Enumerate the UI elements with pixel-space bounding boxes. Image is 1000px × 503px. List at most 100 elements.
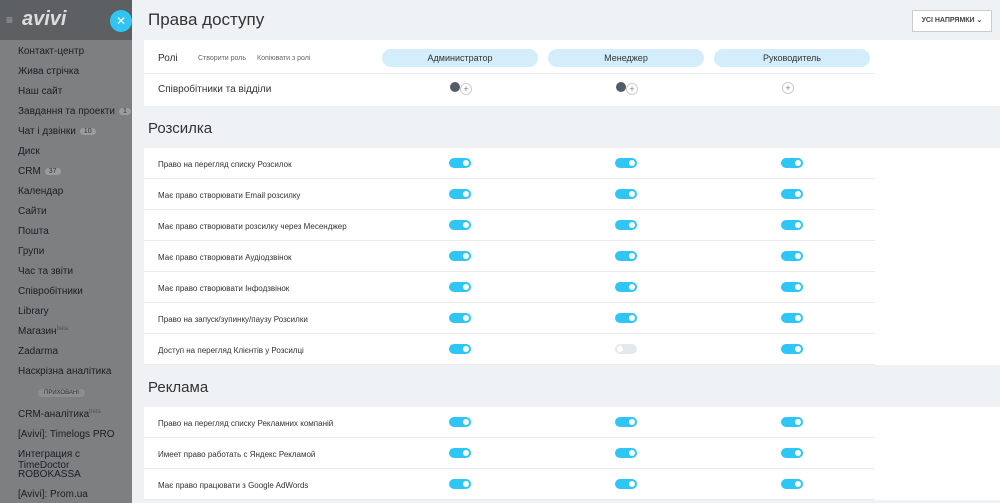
nav-item[interactable]: Zadarma (18, 346, 58, 357)
nav-item[interactable]: Наш сайт (18, 86, 62, 97)
nav-badge: 10 (79, 127, 96, 135)
permission-label: Має право створювати Аудіодзвінок (158, 253, 292, 262)
nav-label: Жива стрічка (18, 66, 80, 77)
add-employee[interactable]: + (616, 82, 638, 95)
divider (144, 73, 875, 74)
nav-item[interactable]: Жива стрічка (18, 66, 79, 77)
nav-item[interactable]: Интеграция с TimeDoctor (18, 449, 132, 471)
filter-label: УСІ НАПРЯМКИ (921, 17, 975, 24)
nav-item[interactable]: [Avivi]: Timelogs PRO (18, 429, 115, 440)
toggle[interactable] (781, 479, 803, 489)
add-employee[interactable]: + (782, 82, 794, 94)
add-employee[interactable]: + (450, 82, 472, 95)
nav-badge: 37 (44, 167, 61, 175)
toggle[interactable] (781, 251, 803, 261)
toggle[interactable] (615, 448, 637, 458)
copy-role[interactable]: Копіювати з ролі (257, 55, 311, 62)
employees-label: Співробітники та відділи (158, 84, 272, 95)
close-button[interactable]: ✕ (110, 10, 132, 32)
toggle[interactable] (449, 282, 471, 292)
nav-sup: beta (56, 326, 69, 332)
toggle[interactable] (449, 158, 471, 168)
nav-label: Календар (18, 186, 64, 197)
permission-row: Має право створювати розсилку через Месе… (144, 210, 875, 241)
toggle[interactable] (615, 282, 637, 292)
permission-label: Має право створювати Email розсилку (158, 191, 301, 200)
toggle[interactable] (781, 344, 803, 354)
permission-row: Має право створювати Email розсилку (144, 179, 875, 210)
toggle[interactable] (449, 417, 471, 427)
roles-label: Ролі (158, 53, 178, 64)
role-pill[interactable]: Руководитель (714, 49, 870, 67)
nav-item[interactable]: Чат і дзвінки 10 (18, 126, 96, 137)
logo: avivi (22, 8, 67, 30)
filter-button[interactable]: УСІ НАПРЯМКИ ⌄ (912, 10, 992, 32)
toggle[interactable] (615, 313, 637, 323)
nav-item[interactable]: Завдання та проекти 1 (18, 106, 131, 117)
nav-label: Чат і дзвінки (18, 126, 76, 137)
toggle[interactable] (781, 189, 803, 199)
nav-item[interactable]: Library (18, 306, 49, 317)
nav-label: Співробітники (18, 286, 83, 297)
nav-item[interactable]: Час та звіти (18, 266, 73, 277)
toggle[interactable] (615, 344, 637, 354)
nav-item[interactable]: Пошта (18, 226, 49, 237)
toggle[interactable] (615, 251, 637, 261)
toggle[interactable] (781, 282, 803, 292)
toggle[interactable] (781, 158, 803, 168)
nav-item[interactable]: CRM 37 (18, 166, 61, 177)
nav-label: Завдання та проекти (18, 106, 115, 117)
nav-label: Library (18, 306, 49, 317)
nav-label: [Avivi]: Timelogs PRO (18, 429, 115, 440)
permission-label: Право на перегляд списку Рекламних компа… (158, 419, 334, 428)
nav-item[interactable]: Магазинbeta (18, 326, 68, 337)
role-pill[interactable]: Администратор (382, 49, 538, 67)
nav-label: Zadarma (18, 346, 59, 357)
toggle[interactable] (449, 189, 471, 199)
toggle[interactable] (449, 251, 471, 261)
toggle[interactable] (781, 220, 803, 230)
nav-label: Диск (18, 146, 40, 157)
create-role[interactable]: Створити роль (198, 55, 247, 62)
nav-item[interactable]: Календар (18, 186, 63, 197)
toggle[interactable] (449, 313, 471, 323)
toggle[interactable] (615, 158, 637, 168)
nav-label: Магазин (18, 326, 57, 337)
permission-row: Право на запуск/зупинку/паузу Розсилки (144, 303, 875, 334)
toggle[interactable] (615, 479, 637, 489)
toggle[interactable] (615, 417, 637, 427)
permission-label: Право на запуск/зупинку/паузу Розсилки (158, 315, 308, 324)
permission-label: Має право створювати Інфодзвінок (158, 284, 290, 293)
permission-row: Право на перегляд списку Розсилок (144, 148, 875, 179)
nav-label: CRM-аналітика (18, 409, 90, 420)
menu-icon[interactable]: ≡ (6, 13, 14, 27)
section-title: Реклама (148, 379, 209, 396)
nav-item[interactable]: Наскрізна аналітика (18, 366, 111, 377)
section-title: Розсилка (148, 120, 213, 137)
nav-item[interactable]: ROBOKASSA (18, 469, 81, 480)
nav-item[interactable]: [Avivi]: Prom.ua (18, 489, 88, 500)
toggle[interactable] (781, 313, 803, 323)
nav-item[interactable]: Співробітники (18, 286, 83, 297)
nav-item[interactable]: Диск (18, 146, 40, 157)
permission-row: Доступ на перегляд Клієнтів у Розсилці (144, 334, 875, 365)
nav-label: Интеграция с TimeDoctor (18, 449, 81, 471)
toggle[interactable] (449, 344, 471, 354)
nav-label: Групи (18, 246, 45, 257)
toggle[interactable] (615, 189, 637, 199)
nav-item[interactable]: Контакт-центр (18, 46, 84, 57)
nav-item[interactable]: Групи (18, 246, 44, 257)
hidden-label: ПРИХОВАНІ (38, 389, 85, 397)
role-pill[interactable]: Менеджер (548, 49, 704, 67)
toggle[interactable] (449, 220, 471, 230)
toggle[interactable] (781, 417, 803, 427)
nav-item[interactable]: Сайти (18, 206, 47, 217)
nav-label: CRM (18, 166, 41, 177)
toggle[interactable] (449, 479, 471, 489)
nav-item[interactable]: CRM-аналітикаbeta (18, 409, 101, 420)
toggle[interactable] (449, 448, 471, 458)
toggle[interactable] (615, 220, 637, 230)
toggle[interactable] (781, 448, 803, 458)
permission-label: Право на перегляд списку Розсилок (158, 160, 292, 169)
